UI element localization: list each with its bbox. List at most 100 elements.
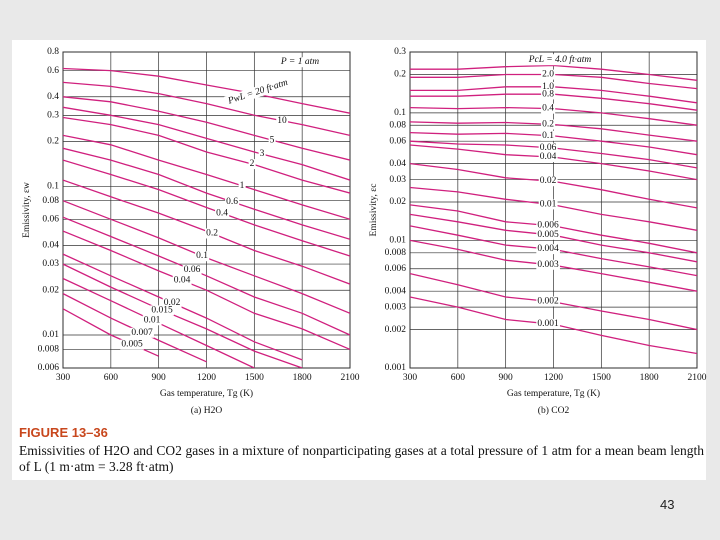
label-bg: [276, 115, 288, 126]
annotation: PcL = 4.0 ft·atm: [528, 54, 592, 65]
y-tick-label: 0.03: [389, 175, 406, 185]
y-tick-label: 0.04: [389, 159, 406, 169]
y-tick-label: 0.008: [385, 248, 407, 258]
curve-label: 0.8: [542, 89, 554, 99]
y-tick-label: 0.6: [47, 66, 59, 76]
curve-label: 0.001: [537, 319, 559, 329]
label-bg: [541, 103, 556, 114]
curve: [63, 216, 350, 336]
y-tick-label: 0.02: [389, 197, 406, 207]
x-tick-label: 1500: [245, 373, 264, 383]
curve-label: 0.06: [540, 143, 557, 153]
x-tick-label: 300: [56, 373, 71, 383]
chart-subtitle: (b) CO2: [538, 405, 570, 416]
label-bg: [130, 327, 154, 338]
curve-label: 0.003: [537, 260, 559, 270]
curve-label: 0.01: [540, 199, 557, 209]
curve-label: 0.005: [121, 340, 143, 350]
label-bg: [225, 196, 240, 207]
slide: [12, 40, 706, 480]
curve-label: 0.1: [542, 131, 554, 141]
y-tick-label: 0.02: [42, 285, 59, 295]
y-tick-label: 0.01: [389, 236, 406, 246]
label-bg: [541, 82, 556, 93]
y-tick-label: 0.8: [47, 47, 59, 57]
x-tick-label: 2100: [341, 373, 360, 383]
curve-label: 0.02: [164, 298, 181, 308]
x-tick-label: 600: [104, 373, 119, 383]
label-bg: [538, 176, 558, 187]
curve-label: 5: [270, 135, 275, 145]
curve-label: 0.002: [537, 296, 559, 306]
label-bg: [536, 296, 560, 307]
y-tick-label: 0.06: [42, 214, 59, 224]
curve-label: 0.4: [216, 208, 228, 218]
curve: [410, 64, 697, 81]
label-bg: [182, 264, 202, 275]
x-tick-label: 1200: [544, 373, 563, 383]
label-bg: [536, 244, 560, 255]
label-bg: [538, 142, 558, 153]
curve-label: 10: [277, 116, 287, 126]
y-tick-label: 0.04: [42, 241, 59, 251]
x-tick-label: 900: [499, 373, 514, 383]
label-bg: [205, 228, 220, 239]
curve-label: 1: [240, 181, 245, 191]
y-tick-label: 0.3: [47, 111, 59, 121]
y-tick-label: 0.2: [394, 70, 406, 80]
label-bg: [223, 76, 292, 108]
y-axis-label: Emissivity, εw: [22, 182, 32, 238]
curve: [63, 230, 350, 350]
y-tick-label: 0.08: [389, 120, 406, 130]
label-bg: [536, 259, 560, 270]
label-bg: [536, 220, 560, 231]
y-tick-label: 0.001: [385, 363, 407, 373]
y-tick-label: 0.006: [385, 264, 407, 274]
label-bg: [541, 69, 556, 80]
x-tick-label: 1800: [640, 373, 659, 383]
label-bg: [538, 199, 558, 210]
label-bg: [195, 251, 210, 262]
y-tick-label: 0.3: [394, 47, 406, 57]
curve-label: 0.06: [184, 265, 201, 275]
curve-label: 0.2: [206, 228, 218, 238]
y-tick-label: 0.002: [385, 325, 407, 335]
x-tick-label: 1200: [197, 373, 216, 383]
curve-label: 0.005: [537, 230, 559, 240]
curve: [63, 106, 350, 181]
y-tick-label: 0.03: [42, 259, 59, 269]
figure-caption: Emissivities of H2O and CO2 gases in a m…: [19, 443, 704, 474]
y-tick-label: 0.06: [389, 136, 406, 146]
label-bg: [120, 339, 144, 350]
curve: [63, 147, 350, 240]
x-tick-label: 600: [451, 373, 466, 383]
label-bg: [215, 208, 230, 219]
curve-label: 0.006: [537, 221, 559, 231]
annotation: PwL = 20 ft·atm: [226, 77, 290, 107]
x-tick-label: 2100: [688, 373, 707, 383]
curve-label: 0.007: [131, 328, 153, 338]
curve: [63, 263, 303, 368]
label-bg: [541, 89, 556, 100]
label-bg: [162, 298, 182, 309]
curve-label: 0.04: [174, 276, 191, 286]
x-tick-label: 300: [403, 373, 418, 383]
y-tick-label: 0.1: [394, 108, 406, 118]
y-tick-label: 0.003: [385, 302, 407, 312]
curve: [63, 116, 350, 194]
curve-label: 0.4: [542, 104, 554, 114]
x-axis-label: Gas temperature, Tg (K): [507, 388, 600, 399]
annotation: P = 1 atm: [280, 57, 319, 67]
label-bg: [268, 135, 276, 146]
y-tick-label: 0.006: [38, 363, 60, 373]
curve: [63, 81, 350, 137]
y-tick-label: 0.08: [42, 196, 59, 206]
label-bg: [142, 315, 162, 326]
page-number: 43: [660, 497, 675, 512]
curve-label: 3: [260, 149, 265, 159]
label-bg: [277, 57, 322, 68]
x-tick-label: 900: [152, 373, 167, 383]
curve-label: 0.02: [540, 176, 557, 186]
